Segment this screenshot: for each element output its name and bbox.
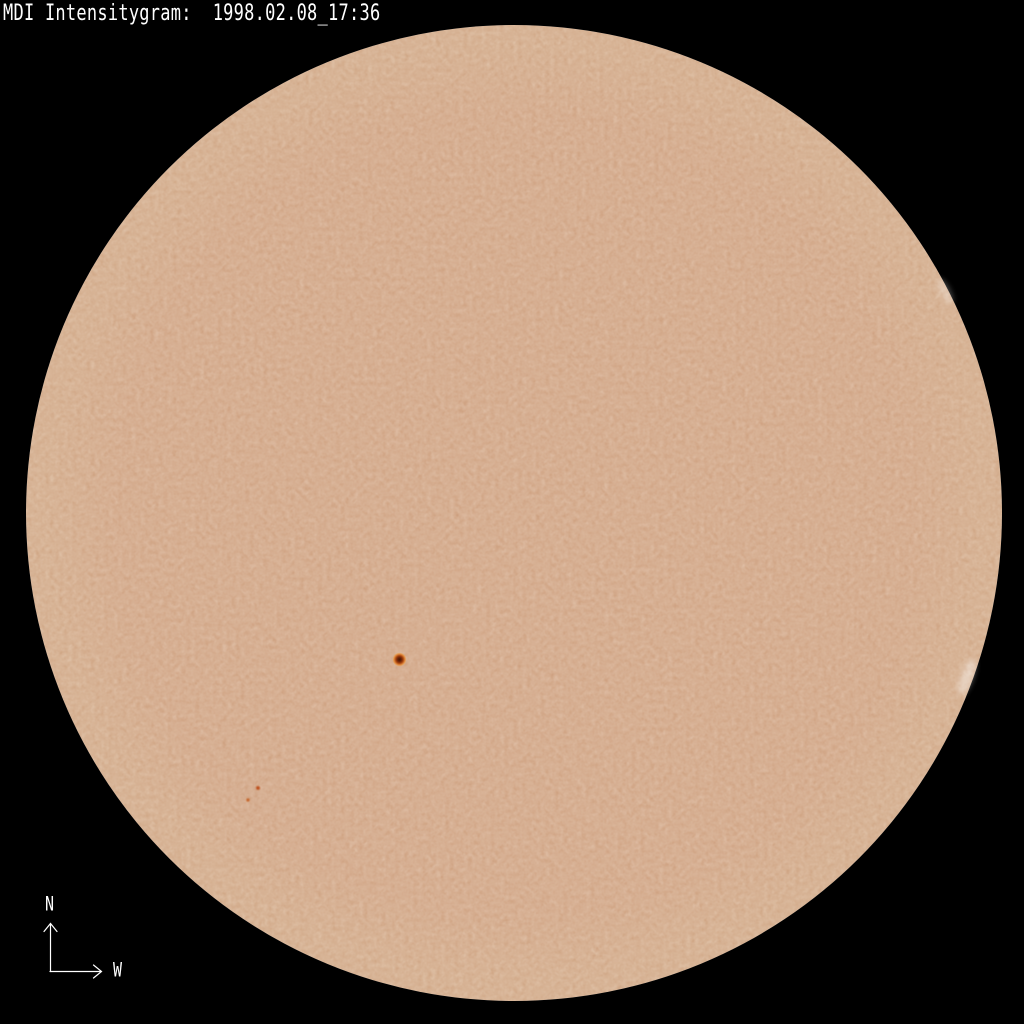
sunspot xyxy=(392,652,407,667)
compass-north-arrow-icon xyxy=(43,922,58,973)
facula xyxy=(937,278,953,304)
sunspot-pore xyxy=(246,798,250,802)
compass-west-label: W xyxy=(113,958,123,982)
sun-disk xyxy=(26,25,1002,1001)
compass-west-arrow-icon xyxy=(49,964,103,979)
facula xyxy=(958,659,976,695)
compass-north-label: N xyxy=(45,892,55,916)
image-title: MDI Intensitygram: 1998.02.08_17:36 xyxy=(3,0,381,27)
sunspot-pore xyxy=(256,786,260,790)
compass xyxy=(43,922,103,979)
